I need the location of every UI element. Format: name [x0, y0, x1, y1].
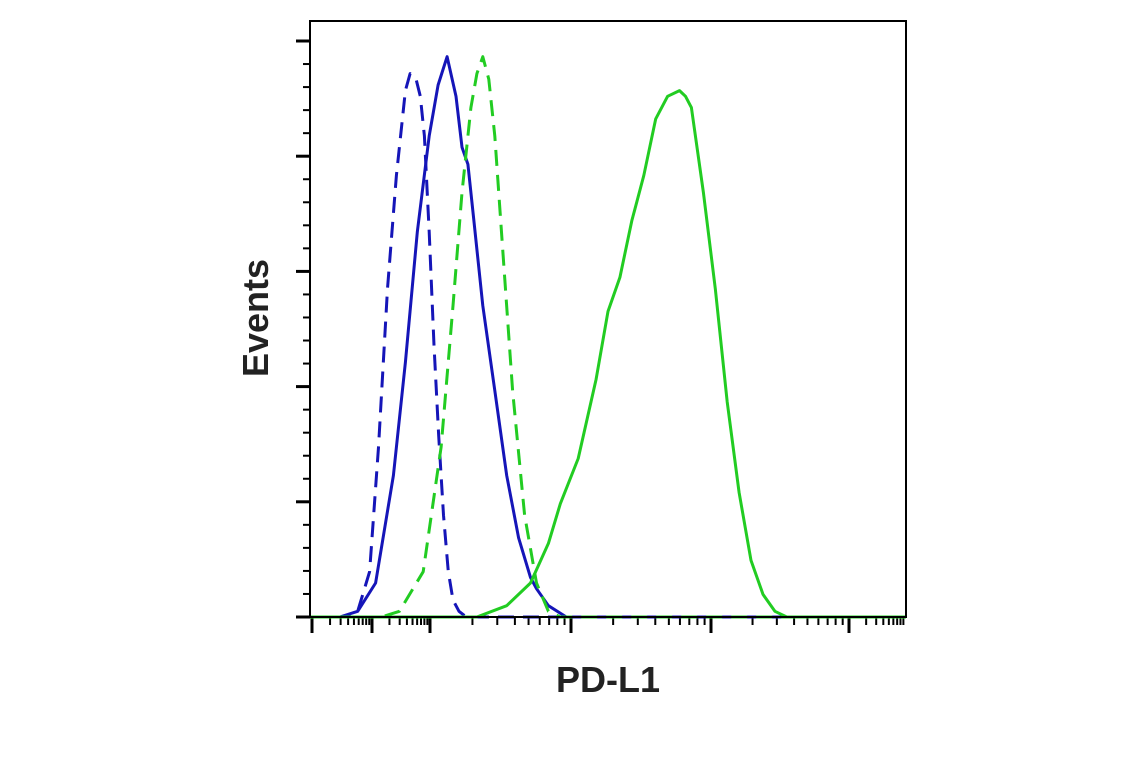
y-axis-ticks: [296, 39, 310, 619]
plot-frame: [309, 20, 907, 618]
x-axis-ticks: [310, 617, 905, 633]
series-line-4: [310, 89, 906, 619]
series-line-1: [310, 72, 906, 619]
series-line-2: [310, 55, 906, 619]
x-axis-label: PD-L1: [556, 659, 660, 700]
y-axis-label: Events: [235, 259, 276, 377]
series-line-3: [310, 55, 906, 619]
series-layer: [310, 55, 906, 619]
